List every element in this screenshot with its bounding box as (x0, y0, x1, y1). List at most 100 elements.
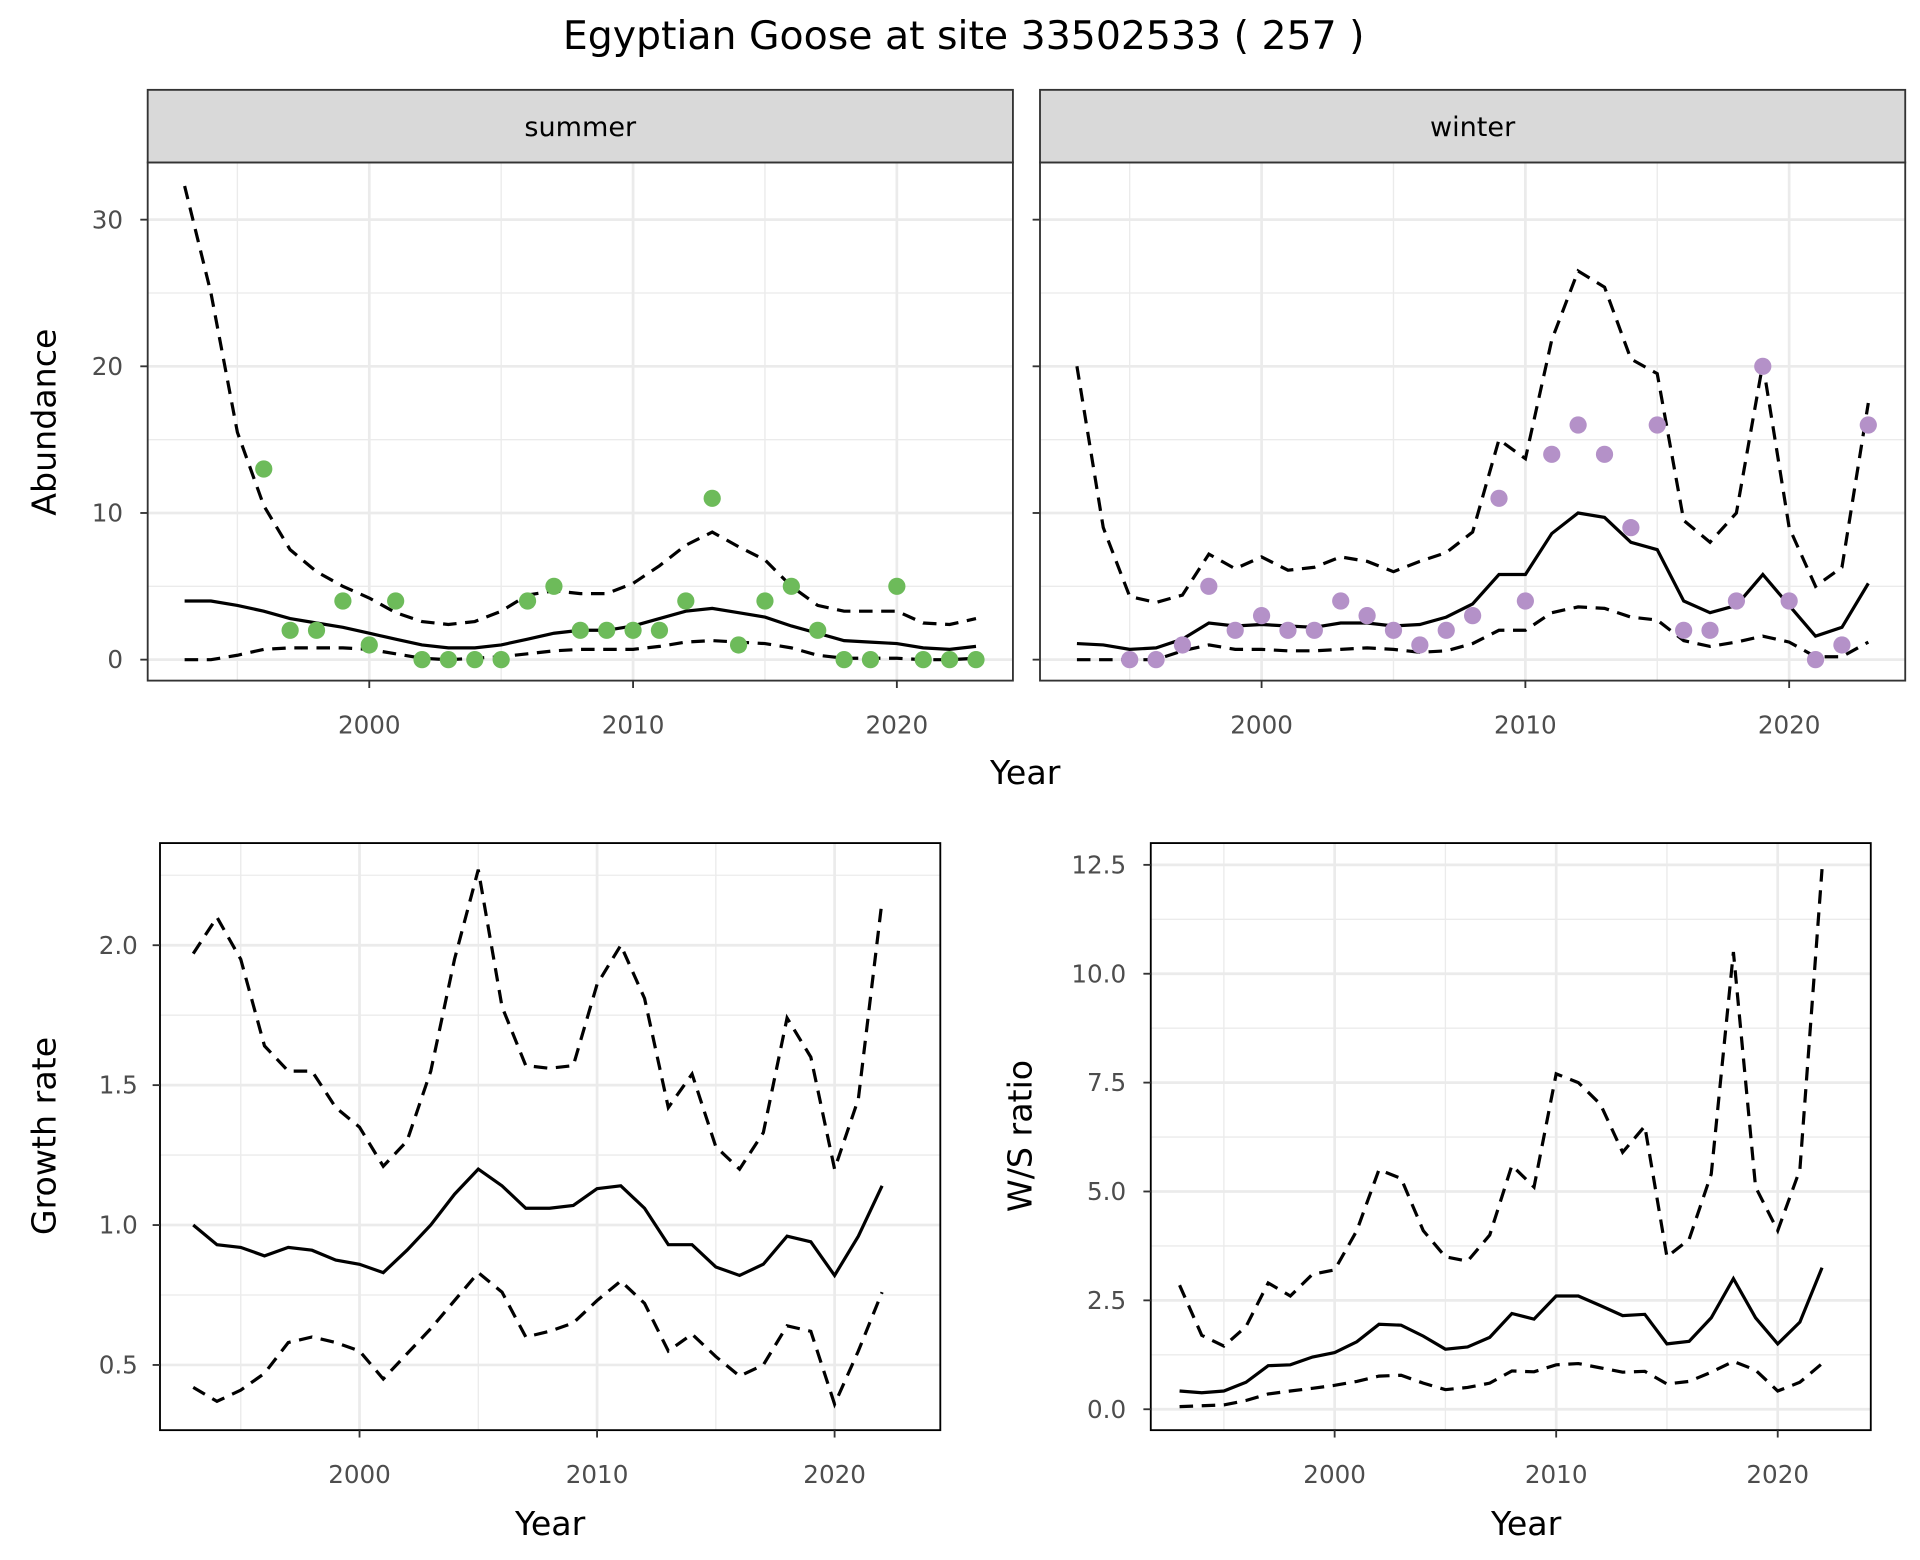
data-point (307, 621, 326, 639)
data-point (334, 592, 352, 610)
x-axis-label-growth: Year (514, 1504, 586, 1543)
fitted-line (192, 1167, 884, 1279)
y-axis-label-growth: Growth rate (24, 1037, 63, 1235)
data-point (1833, 636, 1851, 654)
y-tick-label: 12.5 (1071, 850, 1126, 879)
data-point (1147, 651, 1165, 669)
data-point (967, 651, 985, 669)
panel-growth: 2000 2010 2020 0.5 1.0 1.5 2.0 (99, 842, 942, 1489)
data-point (518, 592, 537, 610)
x-tick-label: 2000 (328, 1460, 391, 1489)
lower-bound-line (192, 1270, 884, 1409)
upper-bound-line (1178, 869, 1824, 1348)
panel-summer: summer 2000 2010 2020 0 10 20 30 (92, 88, 1014, 740)
y-axis-label-abundance: Abundance (24, 329, 63, 516)
data-point (650, 621, 669, 639)
upper-bound-line (1075, 268, 1870, 605)
data-point (1384, 621, 1403, 639)
plot-background (147, 162, 1013, 681)
y-tick-label: 7.5 (1087, 1068, 1126, 1097)
facet-strip-label: winter (1430, 112, 1516, 143)
data-point (1200, 577, 1218, 595)
lower-bound-line (184, 639, 977, 662)
x-tick-label: 2020 (1758, 711, 1821, 740)
data-point (1121, 651, 1139, 669)
y-tick-label: 1.5 (99, 1071, 138, 1100)
x-tick-label: 2010 (1525, 1460, 1588, 1489)
data-point (809, 621, 827, 639)
data-point (703, 489, 721, 507)
x-axis-label-top: Year (989, 753, 1061, 792)
y-tick-label: 10.0 (1071, 959, 1126, 988)
x-tick-label: 2020 (1746, 1460, 1809, 1489)
data-point (1490, 489, 1508, 507)
y-tick-label: 1.0 (99, 1211, 138, 1240)
data-point (255, 460, 273, 478)
data-point (1569, 416, 1587, 434)
panel-ratio: 2000 2010 2020 0.0 2.5 5.0 7.5 10.0 12.5 (1071, 842, 1872, 1489)
facet-strip-label: summer (524, 112, 637, 143)
data-point (1543, 445, 1561, 463)
panel-border (159, 842, 942, 1432)
y-tick-label: 30 (92, 205, 123, 234)
data-point (782, 577, 800, 595)
data-point (387, 592, 405, 610)
data-point (360, 636, 378, 654)
data-point (598, 621, 616, 639)
data-point (1252, 607, 1271, 625)
y-axis-label-ratio: W/S ratio (1000, 1060, 1039, 1212)
data-point (571, 621, 589, 639)
data-point (545, 577, 563, 595)
data-point (1358, 607, 1376, 625)
x-tick-label: 2000 (338, 711, 401, 740)
y-tick-label: 5.0 (1087, 1177, 1126, 1206)
chart-title: Egyptian Goose at site 33502533 ( 257 ) (563, 13, 1365, 59)
data-point (1806, 651, 1825, 669)
y-tick-label: 0.5 (99, 1351, 138, 1380)
data-point (835, 651, 853, 669)
facet-strip (1039, 88, 1907, 164)
y-tick-label: 10 (92, 499, 123, 528)
data-point (466, 651, 484, 669)
data-point (1411, 636, 1429, 654)
y-tick-label: 20 (92, 352, 123, 381)
x-tick-label: 2000 (1303, 1460, 1366, 1489)
upper-bound-line (191, 869, 884, 1176)
data-point (1332, 592, 1350, 610)
data-point (492, 651, 510, 669)
data-point (1859, 416, 1877, 434)
data-point (413, 651, 431, 669)
panel-border (1149, 842, 1872, 1432)
data-point (624, 621, 642, 639)
data-point (439, 651, 458, 669)
fitted-line (1179, 1267, 1824, 1395)
x-tick-label: 2010 (1494, 711, 1557, 740)
x-tick-label: 2020 (803, 1460, 866, 1489)
data-point (861, 651, 880, 669)
data-point (756, 592, 774, 610)
data-point (1754, 357, 1772, 375)
x-tick-label: 2010 (566, 1460, 629, 1489)
plot-background (160, 843, 941, 1431)
y-tick-label: 2.5 (1087, 1286, 1126, 1315)
x-tick-label: 2010 (602, 711, 665, 740)
y-tick-label: 2.0 (99, 931, 138, 960)
data-point (1675, 621, 1693, 639)
data-point (677, 592, 695, 610)
y-tick-label: 0.0 (1087, 1395, 1126, 1424)
data-point (1648, 416, 1666, 434)
data-point (1595, 445, 1614, 463)
y-tick-label: 0 (107, 645, 123, 674)
data-point (1226, 621, 1244, 639)
data-point (914, 651, 932, 669)
x-axis-label-ratio: Year (1490, 1504, 1562, 1543)
data-point (1437, 621, 1455, 639)
data-point (1622, 519, 1640, 537)
facet-strip (146, 88, 1014, 164)
lower-bound-line (1076, 605, 1870, 662)
data-point (281, 621, 299, 639)
data-point (1305, 621, 1323, 639)
data-point (1279, 621, 1297, 639)
data-point (1173, 636, 1192, 654)
